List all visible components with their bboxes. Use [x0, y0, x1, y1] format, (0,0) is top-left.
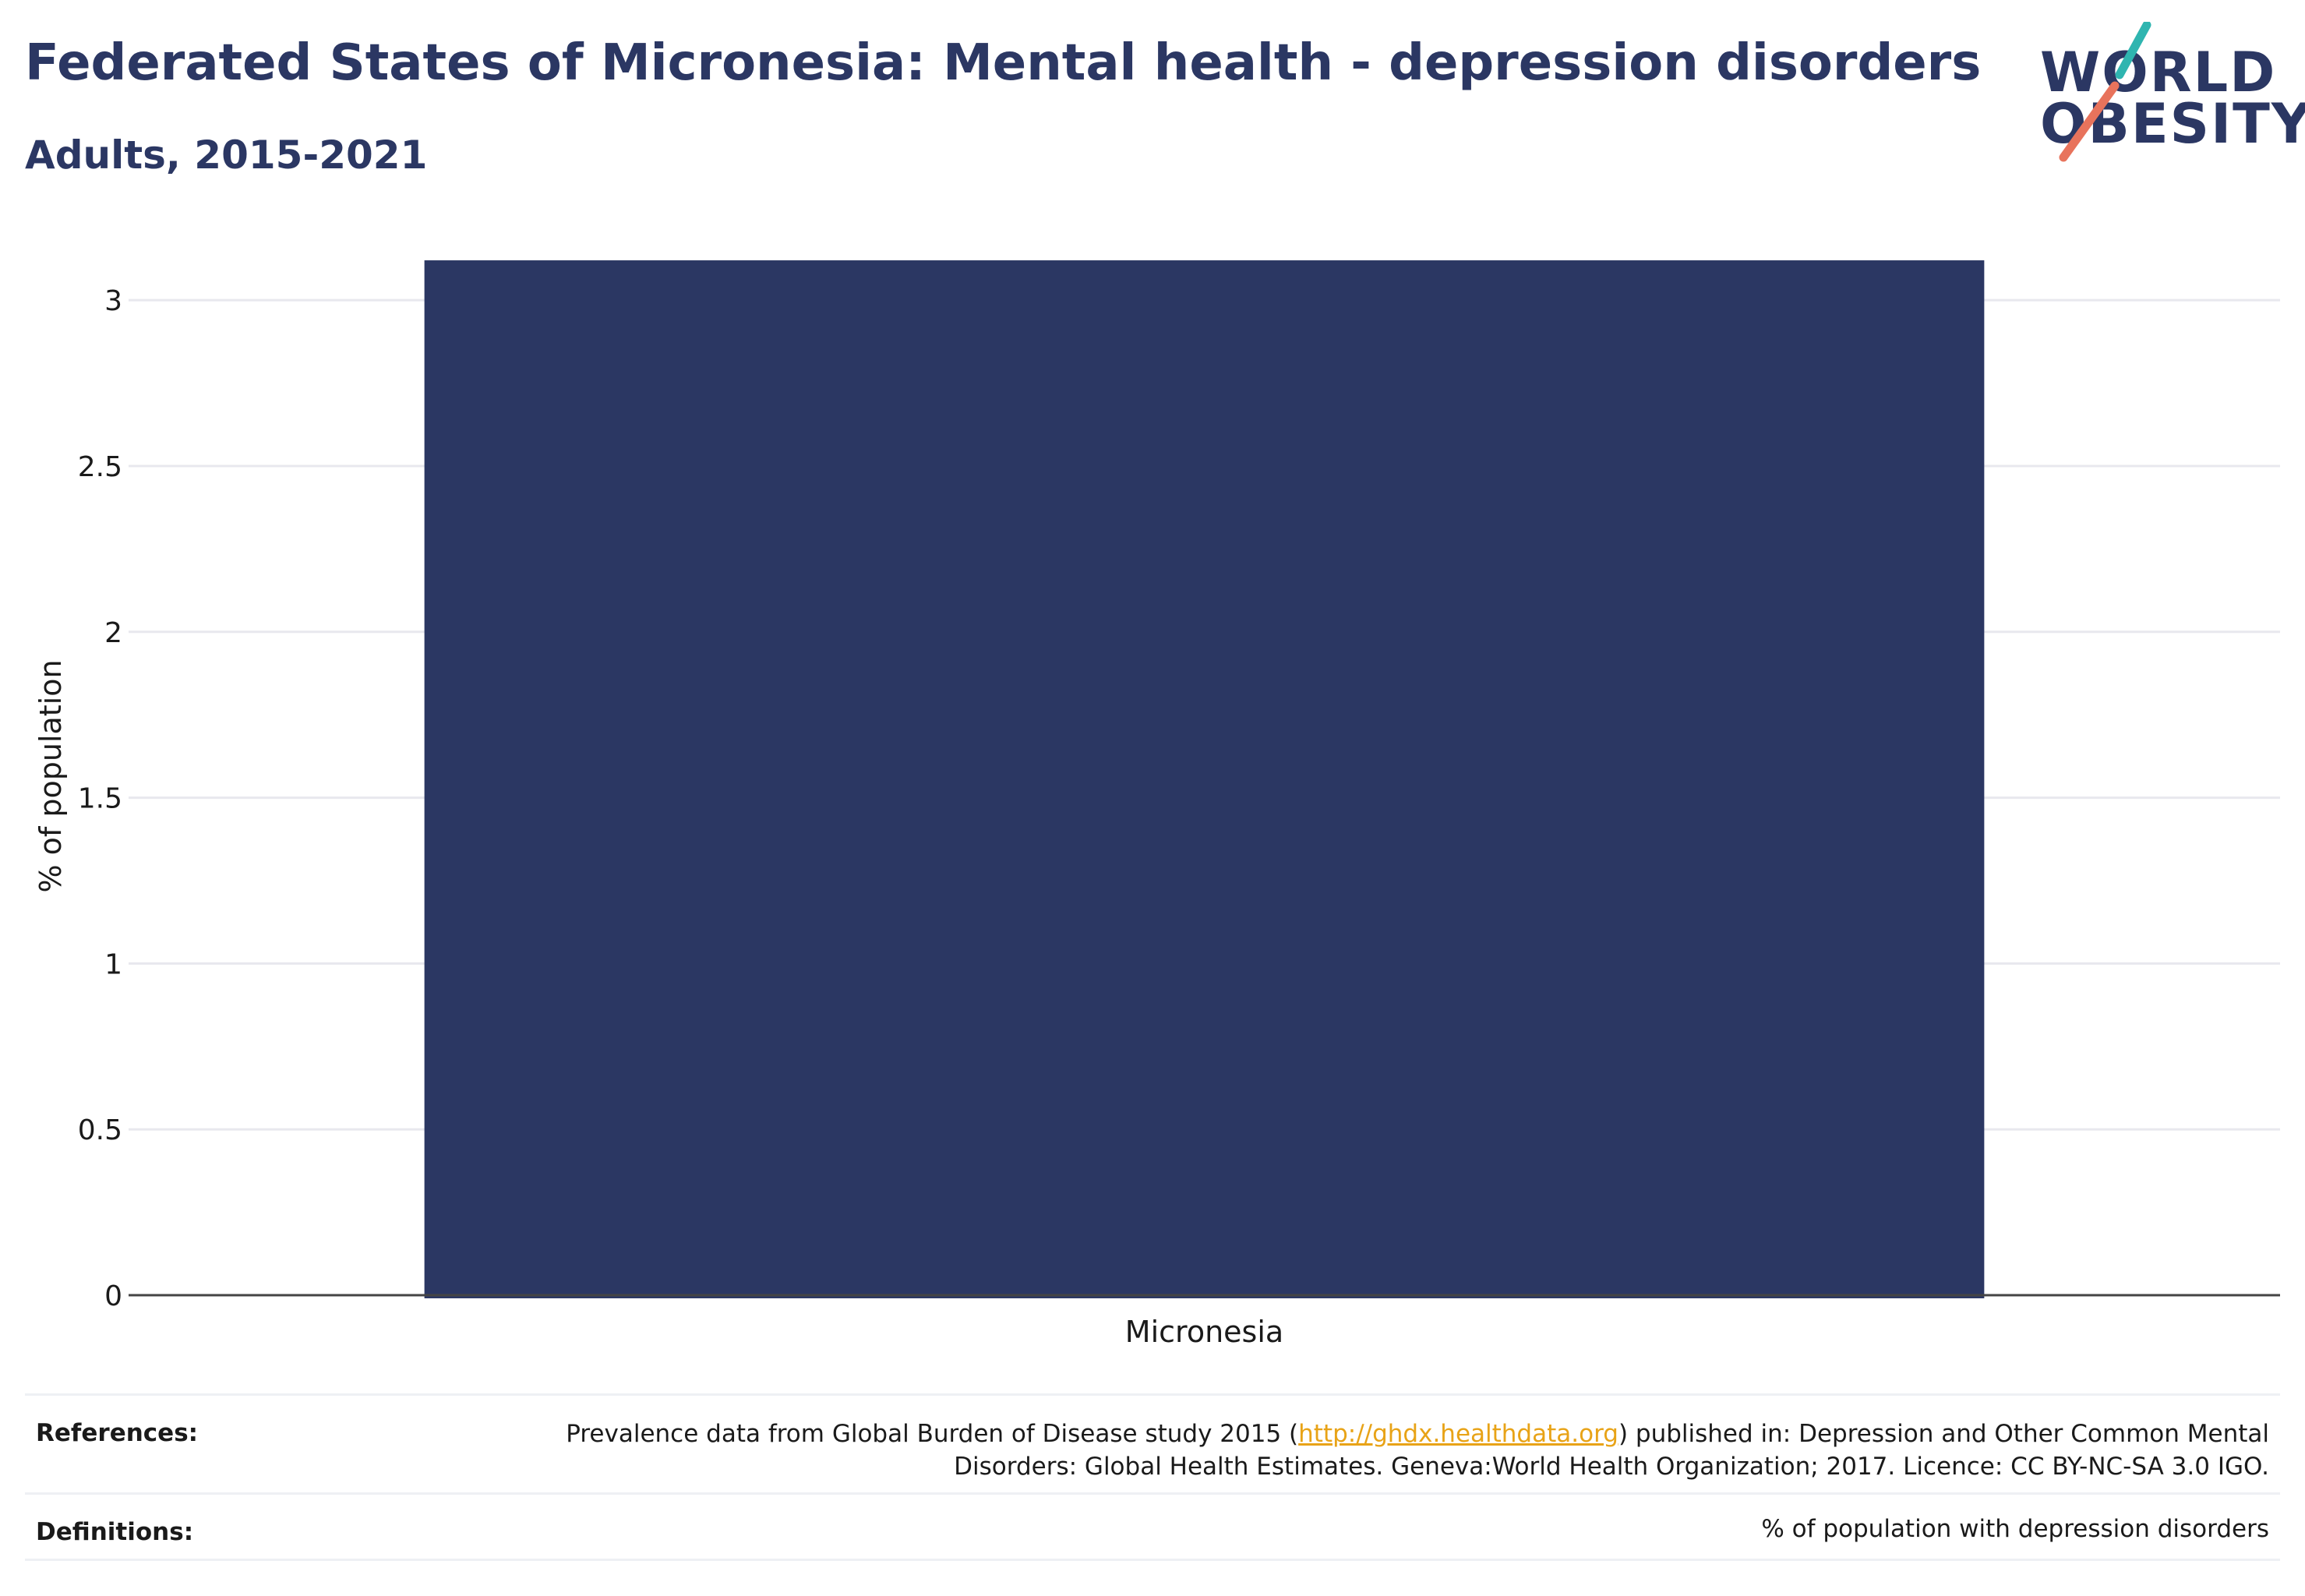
- y-tick-label: 3: [104, 285, 122, 317]
- chart-title: Federated States of Micronesia: Mental h…: [25, 34, 1982, 92]
- logo-text-world: WORLD: [2040, 41, 2277, 104]
- references-text-after: ) published in: Depression and Other Com…: [954, 1420, 2269, 1481]
- y-tick-label: 0.5: [78, 1114, 122, 1146]
- definitions-label: Definitions:: [36, 1518, 194, 1546]
- references-text: Prevalence data from Global Burden of Di…: [555, 1418, 2269, 1483]
- y-tick-label: 1.5: [78, 783, 122, 815]
- chart-subtitle: Adults, 2015-2021: [25, 132, 428, 178]
- x-tick-label: Micronesia: [1125, 1315, 1283, 1349]
- references-link[interactable]: http://ghdx.healthdata.org: [1298, 1420, 1618, 1448]
- y-axis-ticks: 0 0.5 1 1.5 2 2.5 3: [78, 285, 122, 1312]
- bar-chart: 0 0.5 1 1.5 2 2.5 3 Micronesia % of population: [34, 260, 2280, 1349]
- x-axis-ticks: Micronesia: [1125, 1315, 1283, 1349]
- definitions-row: Definitions: % of population with depres…: [25, 1492, 2280, 1561]
- references-row: References: Prevalence data from Global …: [25, 1393, 2280, 1492]
- y-tick-label: 2: [104, 617, 122, 649]
- definitions-text: % of population with depression disorder…: [1761, 1515, 2269, 1543]
- bars: [424, 260, 1985, 1298]
- references-panel: References: Prevalence data from Global …: [25, 1393, 2280, 1561]
- world-obesity-logo: WORLD OBESITY: [2026, 22, 2305, 162]
- y-tick-label: 0: [104, 1280, 122, 1312]
- y-tick-label: 1: [104, 948, 122, 980]
- logo-slash-icon: [2059, 22, 2151, 162]
- y-tick-label: 2.5: [78, 451, 122, 483]
- references-label: References:: [36, 1419, 199, 1447]
- y-axis-label: % of population: [34, 659, 68, 892]
- bar-micronesia[interactable]: [424, 260, 1985, 1298]
- references-text-before: Prevalence data from Global Burden of Di…: [566, 1420, 1299, 1448]
